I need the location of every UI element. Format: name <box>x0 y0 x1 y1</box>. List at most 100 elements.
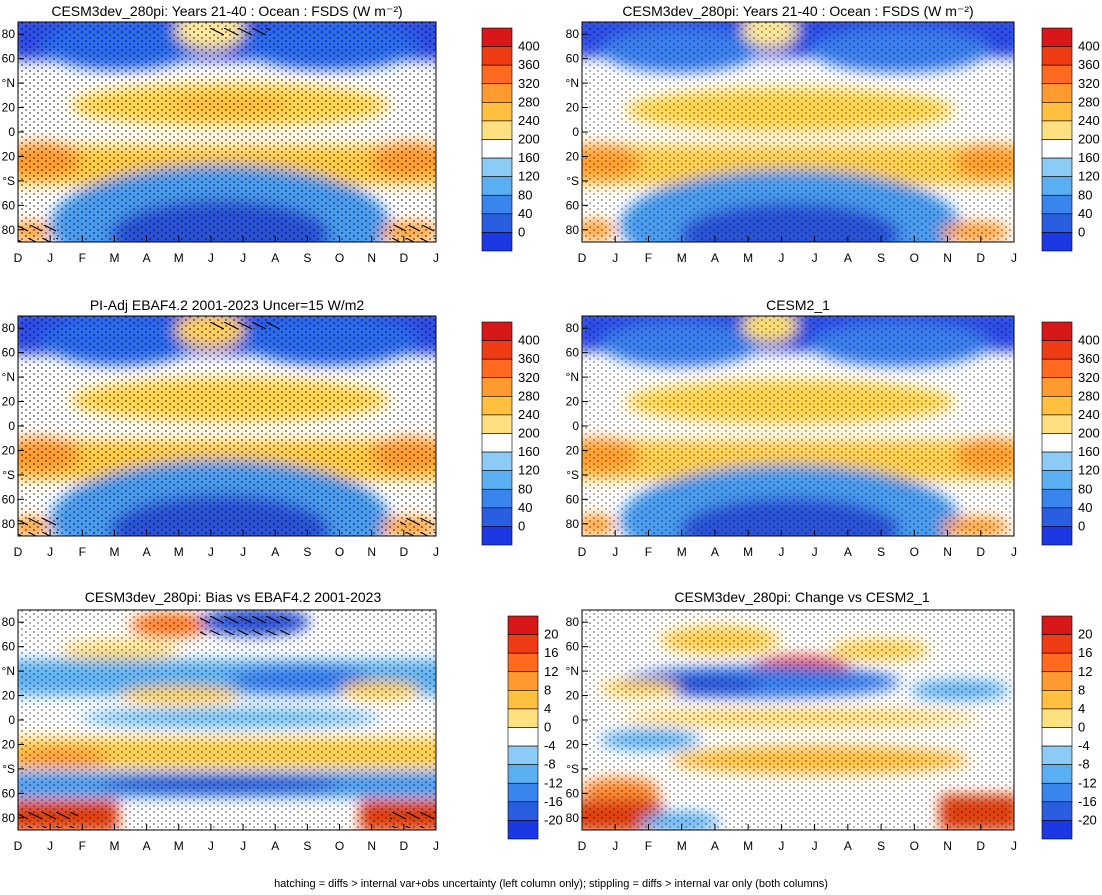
colorbar-swatch <box>507 671 539 691</box>
y-tick-label: 20 <box>2 689 16 703</box>
y-tick-label: 0 <box>8 713 15 727</box>
colorbar-label: 200 <box>1078 426 1100 441</box>
panel-5-field <box>582 610 1014 830</box>
colorbar-swatch <box>1041 194 1073 215</box>
y-tick-label: 80 <box>566 811 580 825</box>
colorbar-swatch <box>481 83 513 103</box>
panel-2: PI-Adj EBAF4.2 2001-2023 Uncer=15 W/m2 D… <box>2 297 540 559</box>
colorbar-swatch <box>481 470 513 490</box>
colorbar-label: 400 <box>1078 39 1100 54</box>
colorbar-label: 20 <box>1078 627 1092 642</box>
colorbar-label: 320 <box>1078 370 1100 385</box>
footnote: hatching = diffs > internal var+obs unce… <box>274 878 828 890</box>
x-tick-label: D <box>14 839 23 853</box>
y-tick-label: 80 <box>566 615 580 629</box>
y-tick-label: 80 <box>2 27 16 41</box>
colorbar-swatch <box>481 46 513 66</box>
x-tick-label: A <box>271 545 279 559</box>
x-tick-label: A <box>143 251 151 265</box>
colorbar-swatch <box>481 414 513 434</box>
colorbar-label: 0 <box>518 224 525 239</box>
y-tick-label: 20 <box>566 737 580 751</box>
colorbar-swatch <box>1041 708 1073 728</box>
y-tick-label: 60 <box>2 786 16 800</box>
x-tick-label: J <box>612 251 618 265</box>
colorbar-swatch <box>507 782 539 803</box>
colorbar-swatch <box>481 451 513 471</box>
x-tick-label: F <box>79 839 86 853</box>
panel-1: CESM3dev_280pi: Years 21-40 : Ocean : FS… <box>566 3 1100 265</box>
colorbar-label: -16 <box>544 794 563 809</box>
x-tick-label: F <box>645 545 652 559</box>
colorbar-label: -12 <box>544 775 563 790</box>
colorbar-swatch <box>507 634 539 654</box>
colorbar-swatch <box>1041 615 1073 635</box>
colorbar-swatch <box>481 340 513 360</box>
colorbar-label: -12 <box>1078 775 1097 790</box>
x-tick-label: N <box>367 839 376 853</box>
x-tick-label: N <box>943 545 952 559</box>
x-tick-label: O <box>910 545 919 559</box>
colorbar-swatch <box>507 708 539 728</box>
y-tick-label: °S <box>2 174 15 188</box>
colorbar-swatch <box>481 321 513 341</box>
y-tick-label: °S <box>566 468 579 482</box>
colorbar-label: 80 <box>1078 187 1092 202</box>
colorbar-label: 160 <box>518 444 540 459</box>
colorbar-swatch <box>507 801 539 821</box>
panel-5-y-axis: 80 60 °N 20 0 20 °S 60 80 <box>566 615 588 825</box>
y-tick-label: 80 <box>2 811 16 825</box>
colorbar-label: 20 <box>544 627 558 642</box>
y-tick-label: 80 <box>566 27 580 41</box>
colorbar-swatch <box>1041 176 1073 196</box>
colorbar-label: 280 <box>1078 94 1100 109</box>
y-tick-label: °S <box>2 762 15 776</box>
x-tick-label: M <box>174 251 184 265</box>
panel-4-colorbar: 20 16 12 8 4 0 -4 -8 -12 -16 -20 <box>507 615 563 840</box>
colorbar-label: 240 <box>1078 113 1100 128</box>
y-tick-label: 0 <box>572 419 579 433</box>
panel-2-y-axis: 80 60 °N 20 0 20 °S 60 80 <box>2 321 24 531</box>
x-tick-label: J <box>47 545 53 559</box>
y-tick-label: 20 <box>2 395 16 409</box>
x-tick-label: D <box>400 839 409 853</box>
colorbar-label: 320 <box>1078 76 1100 91</box>
panel-0: CESM3dev_280pi: Years 21-40 : Ocean : FS… <box>2 3 540 265</box>
x-tick-label: J <box>240 545 246 559</box>
colorbar-label: 40 <box>518 500 532 515</box>
x-tick-label: M <box>109 251 119 265</box>
x-tick-label: S <box>877 545 885 559</box>
colorbar-label: 0 <box>1078 518 1085 533</box>
x-tick-label: F <box>79 545 86 559</box>
y-tick-label: °N <box>2 76 15 90</box>
colorbar-label: -20 <box>1078 812 1097 827</box>
x-tick-label: N <box>943 251 952 265</box>
x-tick-label: M <box>677 545 687 559</box>
x-tick-label: D <box>976 839 985 853</box>
y-tick-label: 20 <box>566 689 580 703</box>
x-tick-label: M <box>677 251 687 265</box>
colorbar-label: 80 <box>1078 481 1092 496</box>
colorbar-label: 200 <box>1078 132 1100 147</box>
panel-0-y-axis: 80 60 °N 20 0 20 °S 60 80 <box>2 27 24 237</box>
y-tick-label: 20 <box>566 149 580 163</box>
colorbar-label: 8 <box>544 682 551 697</box>
panel-1-field <box>582 22 1014 242</box>
colorbar-swatch <box>481 64 513 85</box>
colorbar-swatch <box>1041 102 1073 122</box>
colorbar-swatch <box>507 745 539 765</box>
colorbar-label: -4 <box>544 738 556 753</box>
x-tick-label: J <box>778 251 784 265</box>
colorbar-swatch <box>481 507 513 527</box>
y-tick-label: 80 <box>2 615 16 629</box>
colorbar-swatch <box>507 615 539 635</box>
x-tick-label: J <box>433 839 439 853</box>
x-tick-label: D <box>400 251 409 265</box>
colorbar-swatch <box>1041 526 1073 546</box>
x-tick-label: A <box>844 251 852 265</box>
colorbar-swatch <box>507 690 539 710</box>
colorbar-swatch <box>1041 414 1073 434</box>
colorbar-swatch <box>1041 213 1073 233</box>
